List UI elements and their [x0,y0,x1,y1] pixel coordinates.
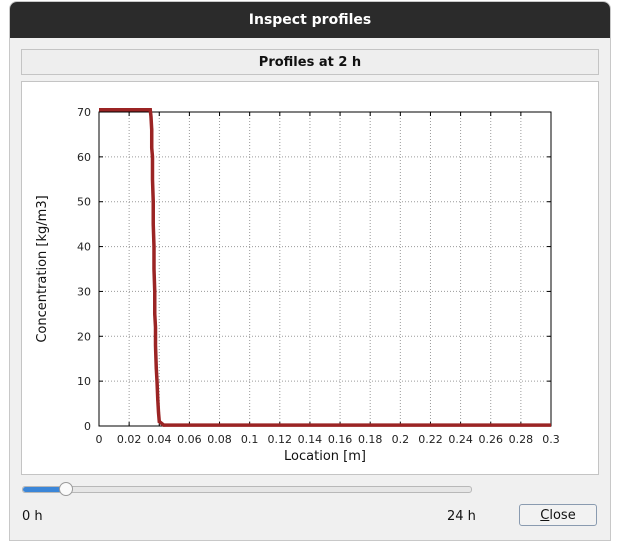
profile-plot-panel: 0 0.02 0.04 0.06 0.08 0.1 0.12 0.14 0.16 0.18 0.2 0… [21,81,599,475]
x-tick-label: 0.12 [268,433,293,446]
data-point [154,343,157,347]
data-point [150,146,154,150]
time-slider-track[interactable] [22,486,472,493]
close-button-label: lose [549,507,576,523]
data-point [154,325,157,329]
data-point [152,267,156,271]
inspect-profiles-dialog: Inspect profiles Profiles at 2 h 0 0.02 0.… [10,2,610,540]
data-point [153,312,157,316]
x-tick-label: 0.26 [478,433,503,446]
data-point [151,222,155,226]
concentration-profile-chart: 0 0.02 0.04 0.06 0.08 0.1 0.12 0.14 0.16 0.18 0.2 0… [35,106,560,464]
data-point [148,108,152,112]
data-point [157,420,161,424]
data-point [162,423,166,427]
plot-frame [98,111,552,427]
data-point [150,128,154,132]
y-tick-label: 10 [77,375,91,388]
data-point [150,155,154,159]
y-tick-label: 40 [77,241,91,254]
x-tick-label: 0.3 [542,433,560,446]
time-slider-handle[interactable] [59,482,73,496]
y-axis-label: Concentration [kg/m3] [35,195,50,342]
x-tick-label: 0.28 [509,433,534,446]
data-point [153,289,157,293]
y-tick-label: 20 [77,330,91,343]
x-tick-label: 0.06 [177,433,202,446]
data-point [149,114,153,118]
x-tick-label: 0.24 [448,433,473,446]
profile-time-header: Profiles at 2 h [21,49,599,75]
window-title: Inspect profiles [10,2,610,38]
y-tick-label: 60 [77,151,91,164]
y-tick-label: 30 [77,285,91,298]
data-point [154,366,158,370]
x-tick-label: 0.1 [241,433,259,446]
x-tick-label: 0.02 [117,433,142,446]
time-max-label: 24 h [447,509,476,524]
x-tick-label: 0 [96,433,103,446]
concentration-series-line [99,108,551,427]
y-tick-label: 0 [84,420,91,433]
y-tick-label: 50 [77,196,91,209]
data-point [155,379,159,383]
data-point [150,177,154,181]
y-tick-label: 70 [77,106,91,119]
time-min-label: 0 h [22,509,43,524]
data-point [151,200,155,204]
x-axis-label: Location [m] [284,449,366,464]
x-tick-label: 0.22 [418,433,443,446]
x-tick-label: 0.18 [358,433,383,446]
x-tick-label: 0.14 [298,433,323,446]
data-point [156,397,160,401]
time-slider-fill [23,487,67,492]
x-tick-label: 0.08 [207,433,232,446]
data-point [157,411,161,415]
x-tick-label: 0.04 [147,433,172,446]
x-tick-label: 0.2 [392,433,410,446]
close-button-mnemonic: C [540,507,550,523]
x-tick-label: 0.16 [328,433,353,446]
data-point [152,245,156,249]
